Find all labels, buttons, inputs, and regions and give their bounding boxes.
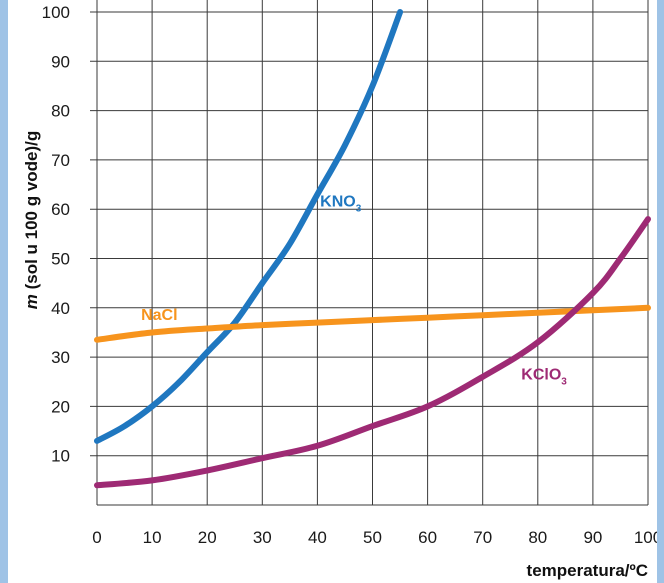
- x-tick-labels: 0 10 20 30 40 50 60 70 80 90 100: [92, 528, 657, 547]
- y-tick-label: 70: [51, 151, 70, 170]
- series-label-kclo3: KClO3: [521, 366, 567, 387]
- x-tick-label: 80: [528, 528, 547, 547]
- x-tick-label: 40: [308, 528, 327, 547]
- chart-frame: 10 20 30 40 50 60 70 80 90 100 0 10 20 30 40 50 60 70 80 9…: [8, 0, 657, 583]
- x-tick-label: 100: [634, 528, 657, 547]
- y-tick-label: 90: [51, 52, 70, 71]
- y-tick-label: 30: [51, 348, 70, 367]
- series-label-nacl: NaCl: [141, 307, 177, 324]
- y-tick-label: 60: [51, 200, 70, 219]
- x-tick-label: 30: [253, 528, 272, 547]
- series-labels: KNO3 NaCl KClO3: [141, 194, 567, 388]
- y-tick-label: 80: [51, 102, 70, 121]
- y-tick-label: 10: [51, 447, 70, 466]
- x-tick-label: 50: [363, 528, 382, 547]
- x-tick-label: 70: [473, 528, 492, 547]
- x-axis-title: temperatura/ºC: [527, 561, 648, 580]
- solubility-chart: 10 20 30 40 50 60 70 80 90 100 0 10 20 30 40 50 60 70 80 9…: [22, 0, 657, 580]
- series-label-kno3: KNO3: [320, 194, 362, 215]
- y-tick-label: 100: [42, 3, 70, 22]
- x-tick-label: 20: [198, 528, 217, 547]
- y-axis-title-symbol: m: [22, 294, 41, 309]
- series-lines: [94, 9, 651, 489]
- series-line-kno3: [94, 9, 404, 444]
- y-axis-title-text: (sol u 100 g vode)/g: [22, 131, 41, 294]
- y-tick-label: 50: [51, 250, 70, 269]
- x-tick-label: 90: [583, 528, 602, 547]
- y-axis-title: m (sol u 100 g vode)/g: [22, 131, 41, 310]
- x-tick-label: 0: [92, 528, 101, 547]
- series-line-nacl: [94, 304, 651, 343]
- x-tick-label: 60: [418, 528, 437, 547]
- y-tick-label: 20: [51, 397, 70, 416]
- series-line-kclo3: [94, 216, 651, 489]
- x-tick-label: 10: [143, 528, 162, 547]
- y-tick-label: 40: [51, 299, 70, 318]
- y-tick-labels: 10 20 30 40 50 60 70 80 90 100: [42, 3, 70, 466]
